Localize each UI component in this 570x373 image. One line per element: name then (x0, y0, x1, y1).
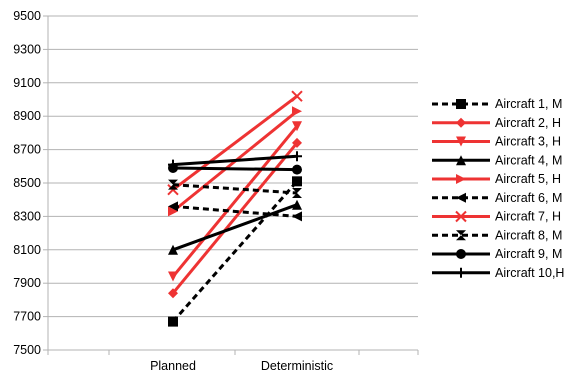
legend-item: Aircraft 1, M (432, 97, 562, 111)
series-4 (168, 199, 302, 255)
legend-item: Aircraft 6, M (432, 191, 562, 205)
series-10 (168, 151, 302, 170)
data-point-marker (168, 179, 178, 190)
data-point-marker (456, 136, 466, 147)
legend-label: Aircraft 10,H (495, 266, 564, 280)
data-point-marker (456, 267, 466, 278)
legend-item: Aircraft 7, H (432, 210, 561, 224)
y-tick-label: 9500 (13, 9, 41, 23)
data-point-marker (456, 230, 466, 241)
series-8 (168, 179, 302, 199)
series-line (172, 203, 298, 252)
data-point-marker (456, 117, 466, 128)
y-tick-label: 8700 (13, 143, 41, 157)
legend-item: Aircraft 10,H (432, 266, 564, 280)
series-line (171, 125, 299, 278)
data-point-marker (292, 137, 302, 148)
data-point-marker (168, 206, 178, 217)
data-point-marker (292, 106, 302, 117)
legend-label: Aircraft 5, H (495, 172, 561, 186)
series-line (172, 183, 298, 195)
legend: Aircraft 1, M Aircraft 2, H Aircraft 3, H A… (432, 97, 564, 280)
legend-label: Aircraft 4, M (495, 153, 562, 167)
data-point-marker (168, 159, 178, 170)
data-point-marker (292, 121, 302, 132)
x-tick-label: Planned (150, 359, 196, 373)
data-point-marker (292, 151, 302, 162)
x-axis-tick-labels: Planned Deterministic (150, 359, 333, 373)
legend-label: Aircraft 3, H (495, 135, 561, 149)
series-3 (168, 121, 302, 282)
series-1 (168, 176, 302, 327)
legend-item: Aircraft 4, M (432, 153, 562, 167)
series-line (172, 204, 298, 218)
legend-label: Aircraft 2, H (495, 116, 561, 130)
series-line (171, 180, 299, 323)
series-line (172, 154, 298, 167)
y-tick-label: 7700 (13, 310, 41, 324)
legend-item: Aircraft 5, H (432, 172, 561, 186)
data-point-marker (292, 188, 302, 199)
data-point-marker (292, 211, 302, 222)
legend-label: Aircraft 9, M (495, 247, 562, 261)
plot-area-series (167, 90, 303, 327)
y-axis-tick-labels: 7500 7700 7900 8100 8300 8500 8700 8900 9100 9300… (13, 9, 41, 357)
x-tick-label: Deterministic (261, 359, 333, 373)
legend-label: Aircraft 1, M (495, 97, 562, 111)
data-point-marker (168, 288, 178, 299)
y-tick-label: 9300 (13, 42, 41, 56)
y-tick-label: 7900 (13, 276, 41, 290)
series-line (172, 166, 298, 172)
data-point-marker (456, 99, 466, 109)
data-point-marker (168, 316, 178, 327)
axes (43, 15, 419, 355)
data-point-marker (455, 210, 467, 223)
series-line (171, 141, 299, 295)
data-point-marker (292, 199, 302, 210)
data-point-marker (456, 174, 466, 184)
y-tick-label: 8100 (13, 243, 41, 257)
series-6 (168, 201, 302, 222)
y-tick-label: 7500 (13, 343, 41, 357)
data-point-marker (292, 176, 302, 187)
data-point-marker (168, 201, 178, 212)
y-tick-label: 8900 (13, 109, 41, 123)
legend-label: Aircraft 7, H (495, 210, 561, 224)
y-tick-label: 8500 (13, 176, 41, 190)
legend-item: Aircraft 2, H (432, 116, 561, 130)
legend-label: Aircraft 8, M (495, 228, 562, 242)
data-point-marker (456, 249, 466, 259)
data-point-marker (168, 244, 178, 255)
legend-item: Aircraft 9, M (432, 247, 562, 261)
legend-item: Aircraft 8, M (432, 228, 562, 242)
data-point-marker (291, 90, 303, 102)
gridlines (48, 15, 418, 351)
y-tick-label: 8300 (13, 209, 41, 223)
legend-label: Aircraft 6, M (495, 191, 562, 205)
data-point-marker (456, 155, 466, 166)
data-point-marker (168, 271, 178, 282)
y-tick-label: 9100 (13, 76, 41, 90)
series-line (172, 94, 298, 191)
data-point-marker (292, 164, 302, 175)
data-point-marker (456, 192, 466, 203)
legend-item: Aircraft 3, H (432, 135, 561, 149)
